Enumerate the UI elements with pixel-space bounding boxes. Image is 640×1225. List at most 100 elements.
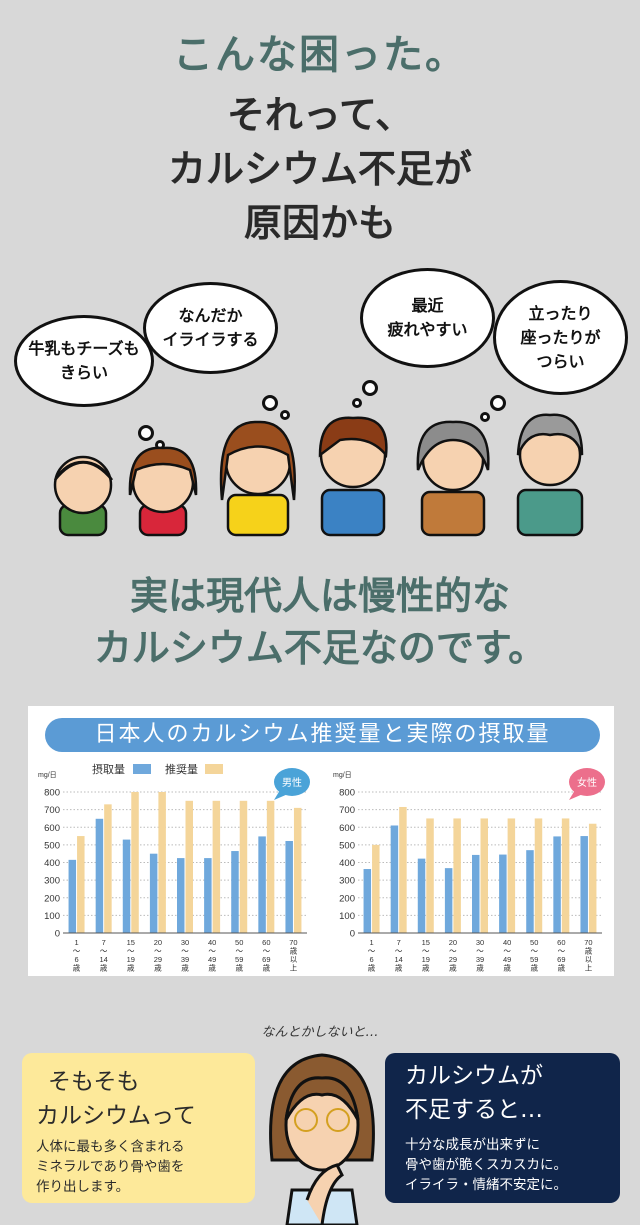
speech-bubble: 立ったり座ったりがつらい bbox=[493, 280, 628, 395]
bar-intake bbox=[499, 854, 507, 933]
bubble-text: 疲れやすい bbox=[387, 320, 468, 339]
bar-intake bbox=[285, 840, 293, 933]
y-tick-label: 100 bbox=[44, 911, 60, 922]
thought-dot bbox=[490, 395, 506, 411]
bar-intake bbox=[231, 851, 239, 933]
bar-recommended bbox=[426, 818, 434, 933]
x-tick-label: 15 〜 19 歳 bbox=[422, 938, 430, 973]
bar-intake bbox=[580, 836, 588, 933]
bar-intake bbox=[258, 836, 266, 933]
bubble-text: 牛乳もチーズも bbox=[28, 339, 140, 358]
x-tick-label: 40 〜 49 歳 bbox=[503, 938, 511, 973]
female-calcium-chart: mg/日 0 100 200 300 400 500 600 700 800 1 〜 6 歳 7 〜 14 歳 15… bbox=[333, 768, 605, 973]
box-title: 不足すると… bbox=[405, 1097, 543, 1123]
y-tick-label: 400 bbox=[339, 858, 355, 869]
thought-dot bbox=[280, 410, 290, 420]
deficiency-info-box: カルシウムが 不足すると… 十分な成長が出来ずに 骨や歯が脆くスカスカに。 イラ… bbox=[385, 1053, 620, 1203]
gender-badge: 男性 bbox=[282, 776, 302, 789]
bar-intake bbox=[472, 854, 480, 933]
subtitle-line: カルシウム不足が bbox=[167, 147, 472, 191]
bubble-text: 座ったりが bbox=[520, 327, 601, 347]
bar-intake bbox=[68, 859, 77, 933]
bar-recommended bbox=[561, 818, 570, 933]
bar-recommended bbox=[104, 804, 112, 933]
bar-recommended bbox=[588, 823, 597, 933]
bubble-text: つらい bbox=[536, 351, 585, 371]
section-heading-line: 実は現代人は慢性的な bbox=[129, 574, 510, 618]
y-tick-label: 700 bbox=[44, 805, 60, 816]
badge-bubble bbox=[274, 768, 310, 796]
y-tick-label: 600 bbox=[339, 823, 355, 834]
box-text: 人体に最も多く含まれる bbox=[36, 1139, 185, 1155]
x-tick-label: 1 〜 6 歳 bbox=[368, 938, 376, 973]
thought-text: なんとかしないと… bbox=[261, 1025, 379, 1040]
chart-title: 日本人のカルシウム推奨量と実際の摂取量 bbox=[45, 718, 600, 752]
bar-recommended bbox=[372, 844, 380, 933]
bar-intake bbox=[390, 825, 399, 933]
page-subtitle: それって、 カルシウム不足が 原因かも bbox=[0, 88, 640, 250]
legend-swatch-recommended bbox=[205, 764, 223, 774]
x-tick-label: 7 〜 14 歳 bbox=[99, 938, 107, 973]
badge-bubble bbox=[569, 768, 605, 796]
bar-intake bbox=[177, 858, 185, 933]
y-tick-label: 400 bbox=[44, 858, 60, 869]
bar-intake bbox=[149, 853, 158, 933]
bubble-text: イライラする bbox=[162, 330, 259, 349]
y-tick-label: 300 bbox=[44, 876, 60, 887]
bubble-text: なんだか bbox=[178, 306, 243, 325]
x-tick-label: 70 歳以上 bbox=[584, 938, 592, 973]
y-tick-label: 300 bbox=[339, 876, 355, 887]
thought-dot bbox=[352, 398, 362, 408]
bar-recommended bbox=[293, 807, 302, 933]
y-tick-label: 600 bbox=[44, 823, 60, 834]
male-calcium-chart: mg/日 0 100 200 300 400 500 600 700 800 1 〜 6 歳 7 〜 14 歳 15… bbox=[38, 762, 310, 973]
bar-intake bbox=[204, 858, 212, 933]
y-tick-label: 200 bbox=[339, 893, 355, 904]
y-tick-label: 500 bbox=[44, 840, 60, 851]
x-tick-label: 40 〜 49 歳 bbox=[208, 938, 216, 973]
thought-dot bbox=[138, 425, 154, 441]
box-title: そもそも bbox=[48, 1069, 140, 1095]
speech-bubble: なんだかイライラする bbox=[143, 282, 278, 374]
bar-recommended bbox=[158, 792, 166, 933]
y-tick-label: 200 bbox=[44, 893, 60, 904]
bar-recommended bbox=[212, 800, 221, 933]
gender-badge: 女性 bbox=[577, 776, 597, 789]
x-tick-label: 20 〜 29 歳 bbox=[449, 938, 457, 973]
box-text: ミネラルであり骨や歯を bbox=[36, 1159, 185, 1175]
thinking-woman-illustration bbox=[269, 1053, 375, 1225]
bar-intake bbox=[526, 850, 534, 933]
bar-recommended bbox=[239, 800, 248, 933]
box-text: 十分な成長が出来ずに bbox=[405, 1137, 540, 1153]
y-tick-label: 0 bbox=[350, 929, 355, 940]
x-tick-label: 50 〜 59 歳 bbox=[530, 938, 538, 973]
x-tick-label: 30 〜 39 歳 bbox=[476, 938, 484, 973]
bubble-text: 立ったり bbox=[528, 303, 593, 323]
thought-dot bbox=[480, 412, 490, 422]
x-tick-label: 70 歳以上 bbox=[289, 938, 297, 973]
bar-recommended bbox=[534, 818, 543, 933]
box-title: カルシウムって bbox=[36, 1103, 196, 1129]
unit-label: mg/日 bbox=[333, 771, 352, 779]
calcium-info-box: そもそも カルシウムって 人体に最も多く含まれる ミネラルであり骨や歯を 作り出… bbox=[22, 1053, 255, 1203]
bar-recommended bbox=[131, 792, 139, 933]
x-tick-label: 60 〜 69 歳 bbox=[557, 938, 565, 973]
x-tick-label: 15 〜 19 歳 bbox=[127, 938, 135, 973]
bar-intake bbox=[417, 858, 426, 933]
speech-bubble: 牛乳もチーズも きらい bbox=[14, 315, 154, 407]
y-tick-label: 100 bbox=[339, 911, 355, 922]
bar-intake bbox=[444, 868, 453, 933]
y-tick-label: 800 bbox=[44, 788, 60, 799]
x-tick-label: 1 〜 6 歳 bbox=[73, 938, 81, 973]
x-tick-label: 60 〜 69 歳 bbox=[262, 938, 270, 973]
x-tick-label: 50 〜 59 歳 bbox=[235, 938, 243, 973]
y-tick-label: 0 bbox=[55, 929, 60, 940]
legend-swatch-intake bbox=[133, 764, 151, 774]
subtitle-line: それって、 bbox=[226, 93, 414, 137]
bar-recommended bbox=[453, 818, 461, 933]
bubble-text: 最近 bbox=[411, 296, 444, 315]
x-tick-label: 7 〜 14 歳 bbox=[394, 938, 402, 973]
speech-bubble: 最近 疲れやすい bbox=[360, 268, 495, 368]
bar-recommended bbox=[480, 818, 488, 933]
bar-recommended bbox=[77, 836, 85, 933]
